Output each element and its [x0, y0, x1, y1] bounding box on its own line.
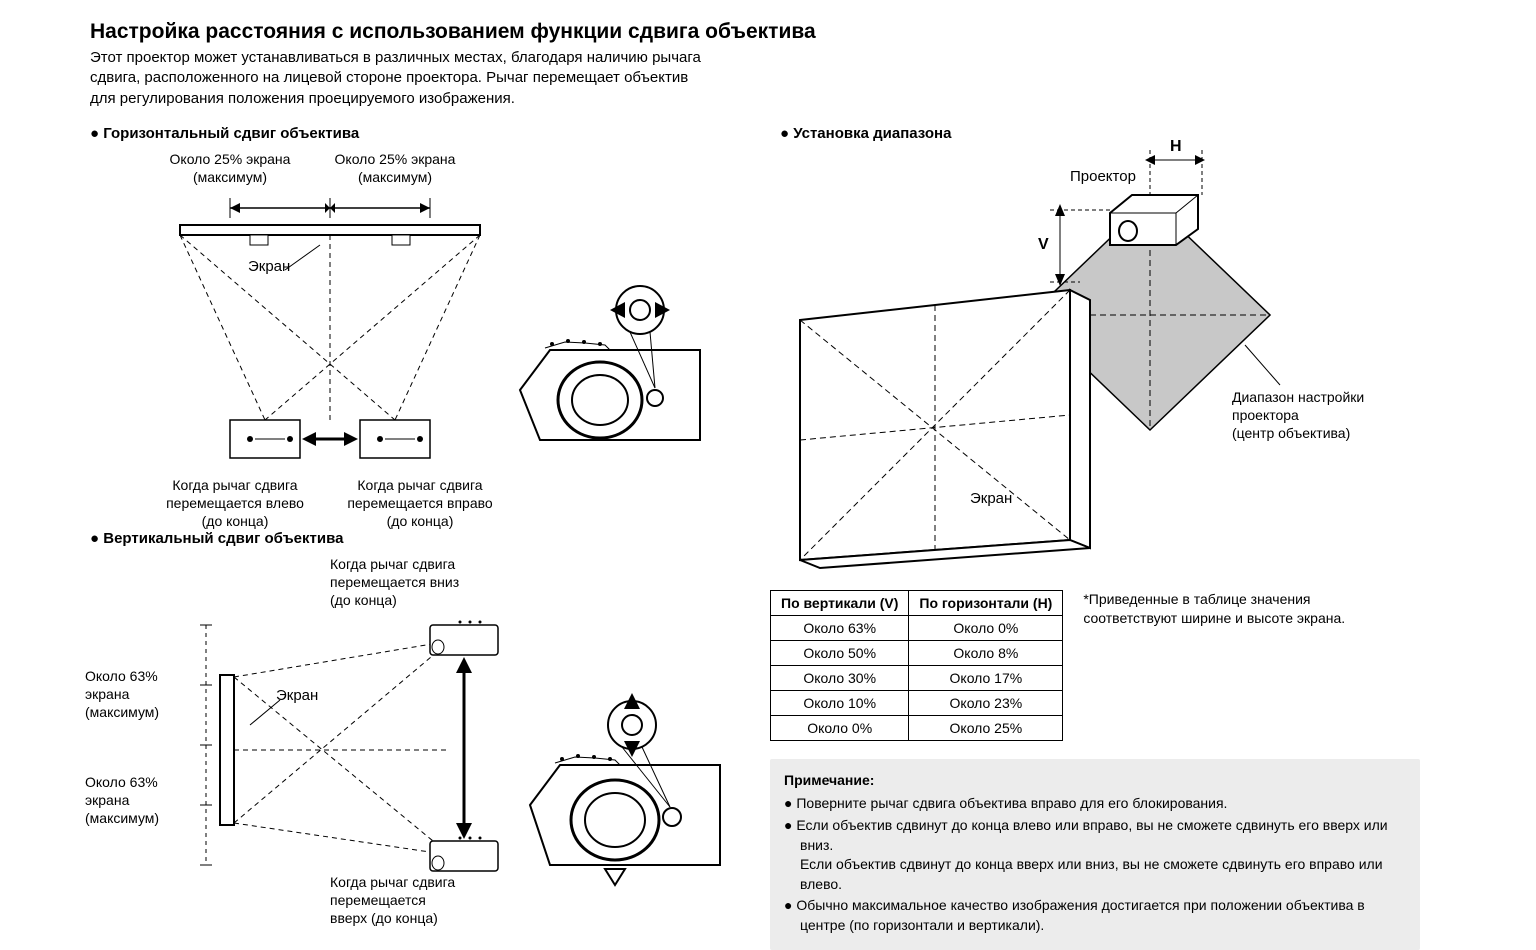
- table-row: Около 10%Около 23%: [771, 690, 1063, 715]
- table-cell: Около 23%: [909, 690, 1063, 715]
- hshift-screen-label: Экран: [248, 258, 290, 275]
- table-cell: Около 25%: [909, 715, 1063, 740]
- notes-item: Если объектив сдвинут до конца влево или…: [784, 816, 1406, 894]
- page-title: Настройка расстояния с использованием фу…: [90, 20, 1446, 44]
- notes-item: Обычно максимальное качество изображения…: [784, 896, 1406, 935]
- vshift-title: Вертикальный сдвиг объектива: [90, 530, 730, 547]
- hshift-title: Горизонтальный сдвиг объектива: [90, 125, 730, 142]
- vshift-top-label: Около 63%экрана(максимум): [85, 667, 180, 722]
- table-cell: Около 50%: [771, 640, 909, 665]
- hshift-diagram: Около 25% экрана(максимум) Около 25% экр…: [90, 150, 690, 530]
- table-note: *Приведенные в таблице значения соответс…: [1083, 590, 1403, 629]
- table-cell: Около 30%: [771, 665, 909, 690]
- range-range-label: Диапазон настройкипроектора(центр объект…: [1232, 388, 1402, 443]
- notes-list: Поверните рычаг сдвига объектива вправо …: [784, 794, 1406, 935]
- hshift-caption-right: Когда рычаг сдвигаперемещается вправо(до…: [335, 476, 505, 531]
- table-row: Около 63%Около 0%: [771, 615, 1063, 640]
- table-header-h: По горизонтали (H): [909, 590, 1063, 615]
- vshift-caption-top: Когда рычаг сдвигаперемещается вниз(до к…: [330, 555, 510, 610]
- hshift-lens-icon: [510, 270, 710, 450]
- range-diagram: Проектор H V Экран Диапазон настройкипро…: [770, 140, 1370, 580]
- notes-heading: Примечание:: [784, 771, 1406, 791]
- table-cell: Около 8%: [909, 640, 1063, 665]
- vshift-svg: [170, 605, 510, 885]
- range-v-label: V: [1038, 236, 1049, 254]
- vshift-lens-icon: [520, 685, 730, 895]
- table-header-v: По вертикали (V): [771, 590, 909, 615]
- intro-text: Этот проектор может устанавливаться в ра…: [90, 48, 710, 109]
- hshift-caption-left: Когда рычаг сдвигаперемещается влево(до …: [150, 476, 320, 531]
- vshift-caption-bottom: Когда рычаг сдвигаперемещаетсявверх (до …: [330, 873, 510, 928]
- table-cell: Около 10%: [771, 690, 909, 715]
- table-cell: Около 0%: [771, 715, 909, 740]
- table-cell: Около 17%: [909, 665, 1063, 690]
- table-row: Около 30%Около 17%: [771, 665, 1063, 690]
- range-table: По вертикали (V) По горизонтали (H) Окол…: [770, 590, 1063, 741]
- vshift-diagram: Когда рычаг сдвигаперемещается вниз(до к…: [90, 555, 730, 895]
- table-row: Около 50%Около 8%: [771, 640, 1063, 665]
- table-row: Около 0%Около 25%: [771, 715, 1063, 740]
- range-proj-label: Проектор: [1070, 168, 1136, 185]
- hshift-left-label: Около 25% экрана(максимум): [150, 150, 310, 186]
- range-svg: [770, 140, 1370, 570]
- notes-box: Примечание: Поверните рычаг сдвига объек…: [770, 759, 1420, 950]
- range-screen-label: Экран: [970, 490, 1012, 507]
- hshift-right-label: Около 25% экрана(максимум): [315, 150, 475, 186]
- table-cell: Около 63%: [771, 615, 909, 640]
- notes-item: Поверните рычаг сдвига объектива вправо …: [784, 794, 1406, 814]
- range-h-label: H: [1170, 138, 1182, 156]
- hshift-svg: [130, 190, 510, 490]
- vshift-bottom-label: Около 63%экрана(максимум): [85, 773, 180, 828]
- table-cell: Около 0%: [909, 615, 1063, 640]
- vshift-screen-label: Экран: [276, 687, 318, 704]
